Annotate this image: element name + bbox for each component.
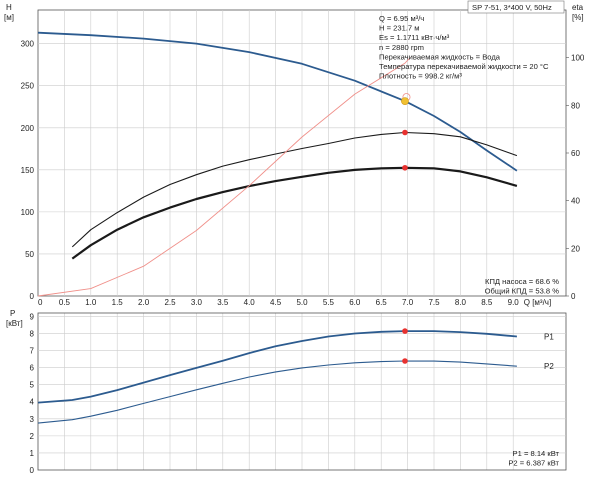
p-tick-label: 2	[30, 432, 35, 441]
efficiency-label: Общий КПД = 53.8 %	[485, 286, 560, 295]
p-tick-label: 4	[30, 398, 35, 407]
p-tick-label: 3	[30, 415, 35, 424]
title-box	[467, 0, 565, 14]
info-line: Температура перекачиваемой жидкости = 20…	[379, 62, 549, 71]
x-tick-label: 9.0	[508, 298, 520, 307]
y-tick-label: 300	[21, 40, 35, 49]
p-tick-label: 6	[30, 364, 35, 373]
power-point-marker	[402, 328, 408, 334]
y2-tick-label: 60	[571, 149, 580, 158]
y-tick-label: 0	[30, 292, 35, 301]
x-tick-label: 7.0	[402, 298, 414, 307]
p-tick-label: 8	[30, 329, 35, 338]
power-label: P1 = 8.14 кВт	[513, 449, 560, 458]
y-tick-label: 250	[21, 82, 35, 91]
y-tick-label: 50	[25, 250, 34, 259]
grid	[37, 9, 569, 471]
chart-title: SP 7-51, 3*400 V, 50Hz	[472, 3, 552, 12]
x-tick-label: 0.5	[59, 298, 71, 307]
y-axis-title: H	[6, 3, 12, 12]
y-tick-label: 200	[21, 124, 35, 133]
bottom-plot-frame	[37, 312, 567, 471]
power-point-marker	[402, 358, 408, 364]
p-tick-label: 7	[30, 347, 35, 356]
y-axis-unit: [м]	[4, 13, 14, 22]
info-line: n = 2880 rpm	[379, 43, 424, 52]
y-tick-label: 150	[21, 166, 35, 175]
p-tick-label: 9	[30, 312, 35, 321]
y2-tick-label: 0	[571, 292, 576, 301]
x-tick-label: 2.5	[164, 298, 176, 307]
curve-3	[37, 57, 411, 297]
x-tick-label: 4.0	[244, 298, 256, 307]
y2-axis-title: eta	[572, 3, 584, 12]
power-label: P2 = 6.387 кВт	[508, 459, 559, 468]
x-tick-label: 2.0	[138, 298, 150, 307]
x-tick-label: 3.0	[191, 298, 203, 307]
x-tick-label: 4.5	[270, 298, 282, 307]
y-tick-label: 100	[21, 208, 35, 217]
power-curve-P1	[37, 330, 517, 404]
curve-1	[71, 166, 518, 260]
power-curve-P2	[37, 360, 517, 424]
x-tick-label: 8.5	[481, 298, 493, 307]
p-tick-label: 5	[30, 381, 35, 390]
x-tick-label: 5.5	[323, 298, 335, 307]
p-tick-label: 1	[30, 449, 35, 458]
power-curve-label: P2	[544, 362, 554, 371]
duty-point-marker	[402, 164, 408, 171]
p-tick-label: 0	[30, 466, 35, 474]
x-tick-label: 1.5	[112, 298, 124, 307]
info-line: Плотность = 998.2 кг/м³	[379, 72, 462, 81]
x-tick-label: 6.0	[349, 298, 361, 307]
y2-tick-label: 40	[571, 197, 580, 206]
p-axis-unit: [кВт]	[6, 319, 23, 328]
y2-axis-unit: [%]	[572, 13, 584, 22]
info-line: H = 231.7 м	[379, 24, 419, 33]
efficiency-label: КПД насоса = 68.6 %	[485, 277, 559, 286]
y2-tick-label: 80	[571, 101, 580, 110]
p-axis-title: P	[10, 309, 15, 318]
duty-point-marker	[402, 129, 408, 136]
markers	[401, 93, 411, 364]
info-line: Es = 1.1711 кВт·ч/м³	[379, 33, 450, 42]
x-tick-label: 8.0	[455, 298, 467, 307]
x-tick-label: 3.5	[217, 298, 229, 307]
x-tick-label: 7.5	[428, 298, 440, 307]
y2-tick-label: 100	[571, 54, 585, 63]
info-line: Q = 6.95 м³/ч	[379, 14, 424, 23]
x-tick-label: 0	[38, 298, 43, 307]
power-curve-label: P1	[544, 333, 554, 342]
y2-tick-label: 20	[571, 244, 580, 253]
x-tick-label: 6.5	[376, 298, 388, 307]
curve-2	[71, 131, 518, 248]
duty-point-marker	[401, 97, 409, 105]
curve-0	[37, 31, 518, 172]
x-axis-title: Q [м³/ч]	[524, 298, 551, 307]
info-line: Перекачиваемая жидкость = Вода	[379, 52, 501, 61]
x-tick-label: 5.0	[296, 298, 308, 307]
x-tick-label: 1.0	[85, 298, 97, 307]
curves	[37, 31, 518, 424]
